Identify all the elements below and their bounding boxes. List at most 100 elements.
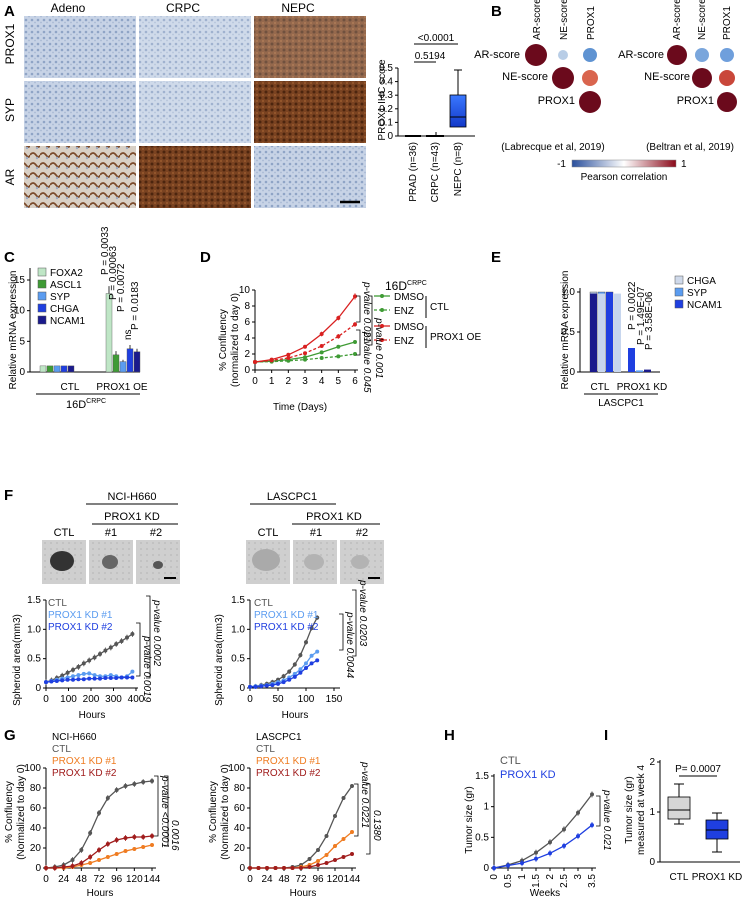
kd2-point: [123, 836, 128, 840]
x-tick-label: 144: [144, 874, 161, 885]
legend-marker: [380, 308, 384, 312]
f-right-pvals: p-value 0.0044 p-value 0.0203: [339, 579, 368, 679]
x-tick-label: 2: [286, 376, 292, 387]
ctl-point: [324, 834, 329, 838]
boxplot-ylabel: PROX1 IHC score: [377, 59, 388, 141]
panel-letter-c: C: [4, 249, 15, 266]
ctl-line: [45, 780, 153, 869]
kd2-point: [88, 855, 93, 859]
ctl-point: [79, 848, 84, 852]
ctl-point: [548, 840, 552, 845]
legend-swatch: [674, 287, 684, 297]
kd2-point: [71, 677, 75, 682]
kd2-point: [44, 866, 48, 870]
y-tick-label: 0: [35, 863, 41, 874]
bar-ctl-chga: [590, 293, 597, 372]
legend-swatch: [37, 315, 47, 325]
kd2-point: [290, 866, 295, 870]
kd1-point: [304, 661, 308, 666]
ctl-point: [125, 635, 129, 640]
sig-bracket: [146, 595, 151, 679]
kd2-point: [54, 678, 59, 683]
p-value: P = 0.0022: [627, 281, 638, 330]
ctl-point: [114, 788, 119, 792]
kd2-point: [276, 681, 280, 686]
kd2-point: [298, 670, 303, 675]
ctl-point: [60, 673, 65, 678]
ctl-point: [562, 827, 566, 832]
y-tick-label: 20: [30, 843, 42, 854]
panel-g-left: % Confluency (Normalized to day 0) 100 80…: [4, 732, 180, 899]
y-tick-label: 0: [649, 857, 655, 868]
g-left-pvals: p-value <0.0001 0.0016: [154, 775, 180, 851]
panel-f-right: LASCPC1 PROX1 KD CTL #1 #2 Spheroid area…: [214, 491, 384, 721]
legend-swatch: [674, 299, 684, 309]
kd2-point: [253, 684, 258, 689]
ctl-point: [92, 655, 97, 660]
y-tick-label: 0.5: [231, 654, 245, 665]
x-tick-label: 24: [261, 874, 273, 885]
y-tick-label: 5: [19, 336, 25, 347]
ctl-point: [333, 814, 337, 818]
legend-item: CTL: [48, 598, 67, 609]
b-right-row-prox1: PROX1: [677, 95, 714, 107]
f-left-img-1: #1: [105, 527, 117, 539]
x-tick-label: 72: [295, 874, 307, 885]
panel-b-right-matrix: AR-score NE-score PROX1 AR-score NE-scor…: [618, 0, 737, 153]
ctl-point: [307, 857, 312, 861]
kd1-point: [150, 843, 154, 847]
legend-swatch: [37, 279, 47, 289]
y-tick-label: 2: [244, 349, 250, 360]
y-tick-label: 0.2: [379, 104, 393, 115]
bar-ctl: [60, 365, 68, 373]
x-tick-label: 6: [352, 376, 358, 387]
b-left-row-ne: NE-score: [502, 71, 548, 83]
f-right-series: [248, 615, 320, 690]
b-right-col-ar: AR-score: [672, 0, 683, 40]
kd2-point: [141, 835, 146, 839]
kd2-point: [103, 676, 108, 681]
legend-item: CTL: [500, 755, 521, 767]
p-value: p-value 0.021: [361, 281, 372, 343]
kd2-point: [304, 666, 308, 671]
g-right-ylabel: % Confluency: [208, 781, 219, 843]
x-tick-label: 1: [269, 376, 275, 387]
kd2-point: [105, 842, 110, 846]
kd2-point: [108, 676, 113, 681]
x-tick-label: 144: [344, 874, 361, 885]
y-tick-label: 0.5: [561, 327, 575, 338]
d-legend: DMSO ENZ DMSO ENZ CTL PROX1 OE: [374, 292, 481, 348]
f-right-ylabel: Spheroid area(mm3): [214, 614, 225, 706]
kd2-point: [52, 866, 57, 870]
kd2-point: [292, 674, 297, 679]
legend-label: DMSO: [394, 292, 424, 303]
kd1-line: [250, 831, 353, 869]
kd2-point: [259, 684, 264, 689]
kd1-point: [315, 649, 320, 654]
y-tick-label: 1: [649, 807, 655, 818]
y-tick-label: 0: [239, 863, 245, 874]
b-left-col-ne: NE-score: [559, 0, 570, 40]
g-left-ylabel2: (Normalized to day 0): [16, 764, 27, 860]
legend-label: CHGA: [50, 304, 79, 315]
legend-item: PROX1 KD #2: [256, 768, 321, 779]
kd2-point: [333, 858, 337, 862]
legend-item: PROX1 KD: [500, 769, 556, 781]
ctl-point: [97, 811, 101, 815]
kd1-point: [76, 673, 81, 678]
kd1-point: [132, 847, 137, 851]
corr-ar-ne: [558, 50, 568, 60]
kd-point: [590, 823, 594, 828]
legend-swatch: [37, 291, 47, 301]
ctl-point: [315, 615, 320, 620]
legend-item: PROX1 KD #1: [52, 756, 117, 767]
x-tick-label: 1: [517, 874, 528, 880]
y-tick-label: 0.3: [379, 90, 393, 101]
kd-point: [492, 866, 496, 870]
kd1-point: [71, 674, 75, 679]
x-tick-label: 96: [111, 874, 123, 885]
oe-enz-point: [319, 344, 324, 348]
kd1-point: [341, 837, 346, 841]
